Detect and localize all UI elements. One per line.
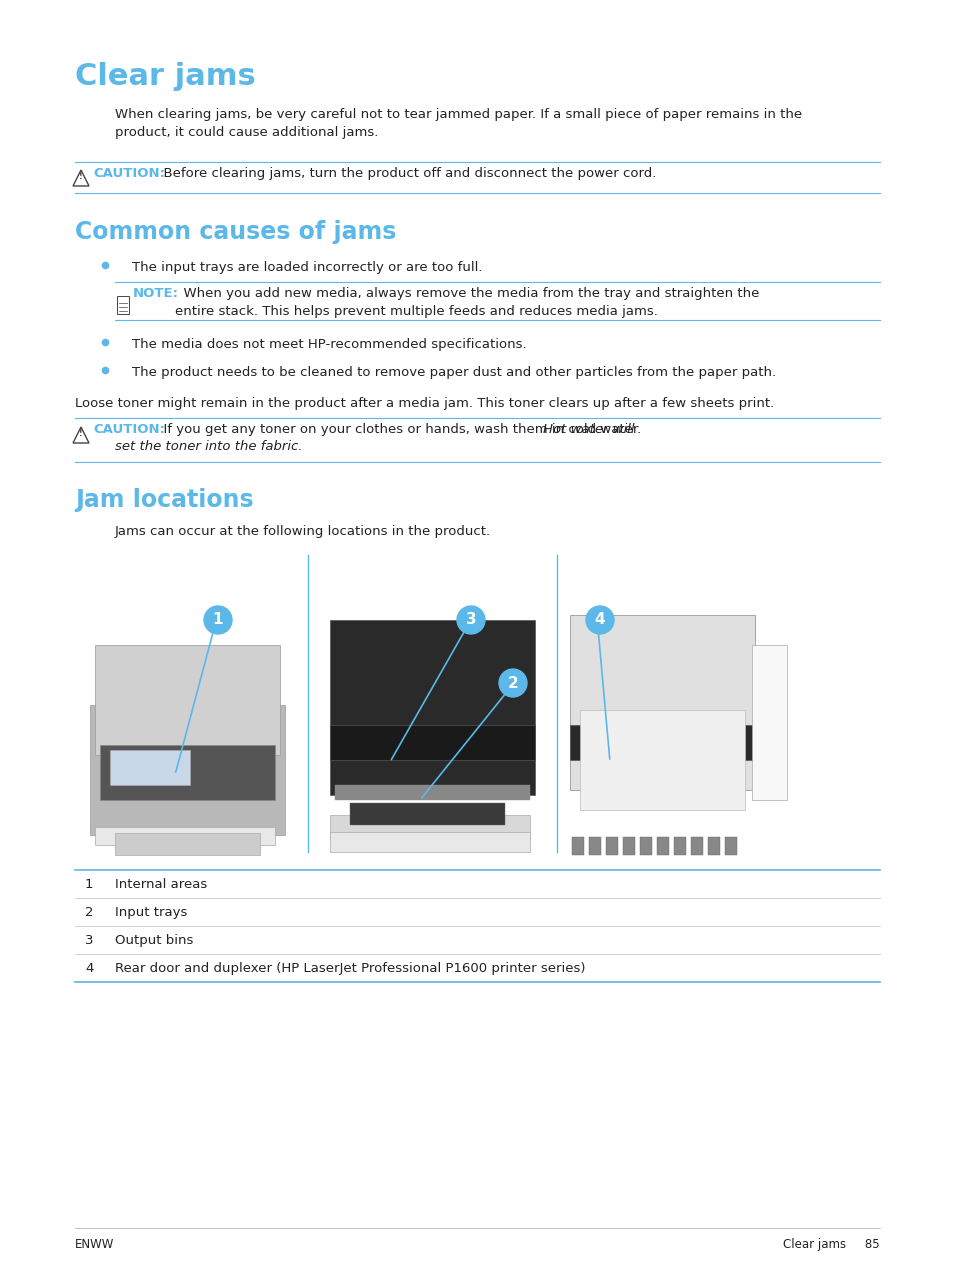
FancyBboxPatch shape <box>569 725 754 759</box>
Text: Internal areas: Internal areas <box>115 878 207 892</box>
FancyBboxPatch shape <box>657 837 668 855</box>
FancyBboxPatch shape <box>330 815 530 839</box>
Text: Input trays: Input trays <box>115 906 187 919</box>
Text: Hot water will: Hot water will <box>542 423 634 436</box>
Text: 4: 4 <box>594 612 604 627</box>
Text: Clear jams: Clear jams <box>75 62 255 91</box>
FancyBboxPatch shape <box>330 620 535 795</box>
Text: Loose toner might remain in the product after a media jam. This toner clears up : Loose toner might remain in the product … <box>75 398 774 410</box>
Text: The product needs to be cleaned to remove paper dust and other particles from th: The product needs to be cleaned to remov… <box>132 366 776 378</box>
FancyBboxPatch shape <box>690 837 702 855</box>
FancyBboxPatch shape <box>639 837 651 855</box>
Text: 3: 3 <box>465 612 476 627</box>
Text: !: ! <box>79 429 83 438</box>
Text: The input trays are loaded incorrectly or are too full.: The input trays are loaded incorrectly o… <box>132 262 482 274</box>
Text: CAUTION:: CAUTION: <box>92 166 165 180</box>
Text: Clear jams     85: Clear jams 85 <box>782 1238 879 1251</box>
FancyBboxPatch shape <box>572 837 583 855</box>
Text: set the toner into the fabric.: set the toner into the fabric. <box>115 439 302 453</box>
FancyBboxPatch shape <box>335 785 530 800</box>
FancyBboxPatch shape <box>90 705 285 834</box>
FancyBboxPatch shape <box>95 827 274 845</box>
Text: If you get any toner on your clothes or hands, wash them in cold water.: If you get any toner on your clothes or … <box>154 423 645 436</box>
FancyBboxPatch shape <box>724 837 737 855</box>
FancyBboxPatch shape <box>579 710 744 810</box>
FancyBboxPatch shape <box>751 645 786 800</box>
FancyBboxPatch shape <box>115 833 260 855</box>
FancyBboxPatch shape <box>95 645 280 754</box>
Text: 4: 4 <box>85 961 93 975</box>
Text: 1: 1 <box>85 878 93 892</box>
FancyBboxPatch shape <box>117 296 129 314</box>
Circle shape <box>456 606 484 634</box>
Text: The media does not meet HP-recommended specifications.: The media does not meet HP-recommended s… <box>132 338 526 351</box>
Text: Common causes of jams: Common causes of jams <box>75 220 395 244</box>
FancyBboxPatch shape <box>673 837 685 855</box>
Text: ENWW: ENWW <box>75 1238 114 1251</box>
FancyBboxPatch shape <box>622 837 635 855</box>
FancyBboxPatch shape <box>569 615 754 790</box>
Text: 2: 2 <box>507 676 517 691</box>
FancyBboxPatch shape <box>110 751 190 785</box>
Circle shape <box>498 669 526 697</box>
Text: Output bins: Output bins <box>115 933 193 947</box>
FancyBboxPatch shape <box>350 803 504 826</box>
Text: When clearing jams, be very careful not to tear jammed paper. If a small piece o: When clearing jams, be very careful not … <box>115 108 801 138</box>
FancyBboxPatch shape <box>330 832 530 852</box>
Circle shape <box>585 606 614 634</box>
Text: Jams can occur at the following locations in the product.: Jams can occur at the following location… <box>115 525 491 538</box>
Text: 2: 2 <box>85 906 93 919</box>
Text: Jam locations: Jam locations <box>75 488 253 512</box>
Text: NOTE:: NOTE: <box>132 287 179 300</box>
FancyBboxPatch shape <box>605 837 618 855</box>
FancyBboxPatch shape <box>100 745 274 800</box>
FancyBboxPatch shape <box>330 725 535 759</box>
Text: !: ! <box>79 171 83 182</box>
FancyBboxPatch shape <box>588 837 600 855</box>
Text: 3: 3 <box>85 933 93 947</box>
Text: 1: 1 <box>213 612 223 627</box>
Text: When you add new media, always remove the media from the tray and straighten the: When you add new media, always remove th… <box>174 287 759 318</box>
FancyBboxPatch shape <box>707 837 720 855</box>
Text: Rear door and duplexer (HP LaserJet Professional P1600 printer series): Rear door and duplexer (HP LaserJet Prof… <box>115 961 585 975</box>
Text: CAUTION:: CAUTION: <box>92 423 165 436</box>
Text: Before clearing jams, turn the product off and disconnect the power cord.: Before clearing jams, turn the product o… <box>154 166 656 180</box>
Circle shape <box>204 606 232 634</box>
